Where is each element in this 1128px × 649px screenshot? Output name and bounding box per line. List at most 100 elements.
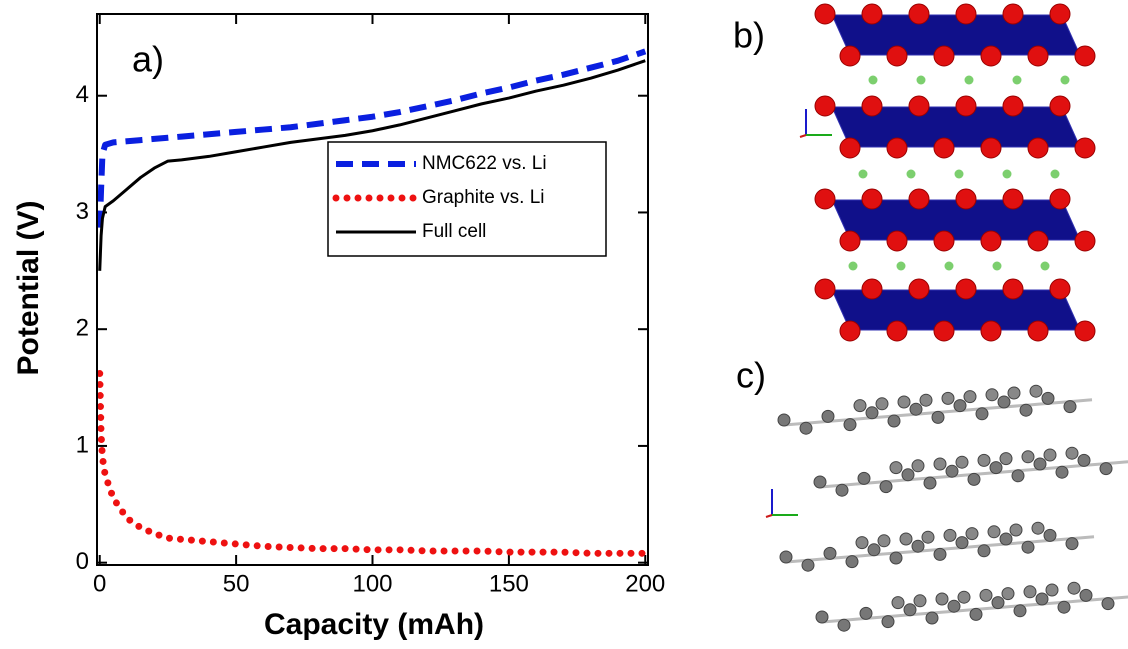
lithium-atom: [945, 262, 954, 271]
carbon-atom: [878, 535, 890, 547]
lithium-atom: [917, 76, 926, 85]
series-line: [100, 374, 646, 554]
oxygen-atom: [1003, 4, 1023, 24]
carbon-atom: [1056, 466, 1068, 478]
carbon-atom: [856, 537, 868, 549]
carbon-atom: [816, 611, 828, 623]
carbon-atom: [1010, 524, 1022, 536]
oxygen-atom: [934, 46, 954, 66]
oxygen-atom: [815, 279, 835, 299]
carbon-atom: [822, 410, 834, 422]
carbon-atom: [836, 484, 848, 496]
carbon-atom: [980, 589, 992, 601]
oxygen-atom: [862, 96, 882, 116]
carbon-atom: [1078, 454, 1090, 466]
oxygen-atom: [862, 279, 882, 299]
carbon-atom: [988, 526, 1000, 538]
carbon-atom: [1014, 605, 1026, 617]
oxygen-atom: [956, 189, 976, 209]
oxygen-atom: [909, 96, 929, 116]
legend-label: Full cell: [422, 221, 486, 242]
carbon-atom: [1066, 538, 1078, 550]
carbon-atom: [944, 529, 956, 541]
carbon-atom: [1032, 522, 1044, 534]
x-tick-label: 200: [625, 570, 665, 597]
oxygen-atom: [815, 4, 835, 24]
y-tick-label: 0: [76, 548, 89, 575]
carbon-atom: [1000, 533, 1012, 545]
lithium-atom: [897, 262, 906, 271]
carbon-atom: [1068, 582, 1080, 594]
panel-label: b): [733, 15, 765, 56]
carbon-atom: [958, 591, 970, 603]
y-tick-label: 1: [76, 431, 89, 458]
carbon-atom: [882, 616, 894, 628]
x-tick-label: 150: [489, 570, 529, 597]
carbon-atom: [986, 389, 998, 401]
oxygen-atom: [840, 321, 860, 341]
carbon-atom: [1008, 387, 1020, 399]
x-axis-label: Capacity (mAh): [264, 608, 484, 641]
carbon-atom: [900, 533, 912, 545]
oxygen-atom: [909, 4, 929, 24]
carbon-atom: [966, 528, 978, 540]
oxygen-atom: [815, 96, 835, 116]
carbon-atom: [976, 408, 988, 420]
carbon-atom: [1024, 586, 1036, 598]
x-tick-label: 50: [223, 570, 250, 597]
carbon-atom: [912, 540, 924, 552]
carbon-atom: [926, 612, 938, 624]
carbon-atom: [948, 600, 960, 612]
oxygen-atom: [909, 279, 929, 299]
carbon-atom: [956, 456, 968, 468]
carbon-atom: [1002, 588, 1014, 600]
lithium-atom: [965, 76, 974, 85]
carbon-atom: [936, 593, 948, 605]
carbon-atom: [890, 552, 902, 564]
oxygen-atom: [862, 189, 882, 209]
carbon-atom: [924, 477, 936, 489]
carbon-atom: [1034, 458, 1046, 470]
carbon-atom: [1102, 598, 1114, 610]
oxygen-atom: [956, 4, 976, 24]
carbon-atom: [890, 462, 902, 474]
lithium-atom: [955, 170, 964, 179]
carbon-atom: [824, 547, 836, 559]
carbon-atom: [880, 481, 892, 493]
carbon-atom: [876, 398, 888, 410]
carbon-atom: [920, 394, 932, 406]
oxygen-atom: [1003, 279, 1023, 299]
carbon-atom: [858, 472, 870, 484]
carbon-atom: [964, 391, 976, 403]
oxygen-atom: [934, 231, 954, 251]
carbon-atom: [802, 559, 814, 571]
y-tick-label: 4: [76, 81, 89, 108]
lithium-atom: [907, 170, 916, 179]
oxygen-atom: [887, 138, 907, 158]
carbon-atom: [1044, 529, 1056, 541]
carbon-atom: [968, 473, 980, 485]
carbon-atom: [778, 414, 790, 426]
oxygen-atom: [1075, 46, 1095, 66]
panel-label: a): [132, 39, 164, 80]
oxygen-atom: [1028, 231, 1048, 251]
lithium-atom: [993, 262, 1002, 271]
carbon-atom: [912, 460, 924, 472]
figure: a) Capacity (mAh) Potential (V) b) c) 05…: [0, 0, 1128, 649]
y-tick-label: 2: [76, 315, 89, 342]
carbon-atom: [998, 396, 1010, 408]
oxygen-atom: [934, 321, 954, 341]
oxygen-atom: [909, 189, 929, 209]
carbon-atom: [1042, 392, 1054, 404]
carbon-atom: [1100, 463, 1112, 475]
y-axis-label: Potential (V): [12, 200, 45, 375]
carbon-atom: [942, 392, 954, 404]
oxygen-atom: [1028, 46, 1048, 66]
lithium-atom: [869, 76, 878, 85]
carbon-atom: [914, 595, 926, 607]
lithium-atom: [1051, 170, 1060, 179]
carbon-atom: [932, 411, 944, 423]
oxygen-atom: [862, 4, 882, 24]
oxygen-atom: [981, 231, 1001, 251]
carbon-atom: [800, 422, 812, 434]
